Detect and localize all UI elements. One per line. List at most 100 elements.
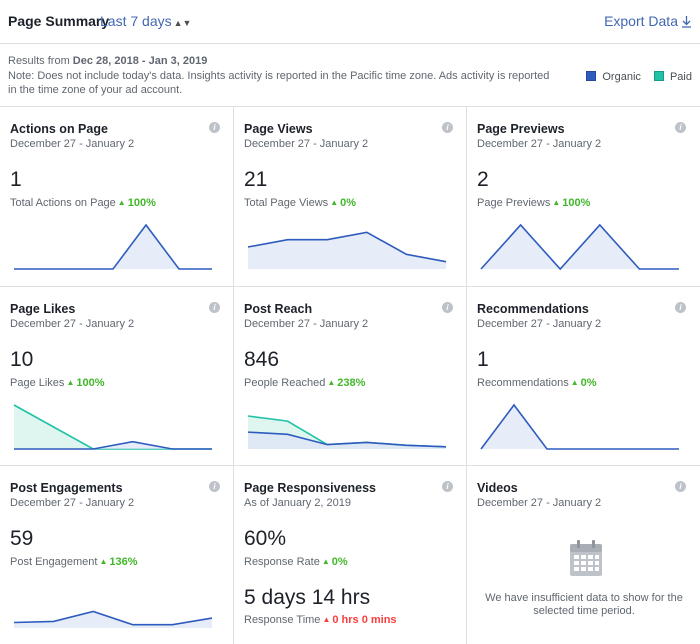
card-page-views[interactable]: Page Views December 27 - January 2 i 21 … bbox=[233, 107, 467, 286]
card-date: December 27 - January 2 bbox=[10, 138, 135, 150]
card-date: December 27 - January 2 bbox=[244, 318, 369, 330]
up-arrow-icon: ▲ bbox=[330, 198, 339, 207]
up-arrow-icon: ▲ bbox=[66, 378, 75, 387]
results-prefix: Results from bbox=[8, 55, 73, 67]
organic-series-area bbox=[14, 441, 212, 449]
info-icon[interactable]: i bbox=[209, 481, 220, 492]
metric-label: Total Page Views bbox=[244, 197, 329, 209]
info-icon[interactable]: i bbox=[442, 302, 453, 313]
sparkline-chart bbox=[247, 231, 447, 269]
change-value: 0% bbox=[331, 556, 348, 568]
info-icon[interactable]: i bbox=[442, 122, 453, 133]
date-range-select[interactable]: Last 7 days ▲▼ bbox=[100, 13, 191, 29]
card-date: December 27 - January 2 bbox=[10, 318, 135, 330]
change-value: 100% bbox=[76, 377, 105, 389]
metric-label: Page Previews bbox=[477, 197, 551, 209]
card-page-responsiveness[interactable]: Page Responsiveness As of January 2, 201… bbox=[233, 465, 467, 644]
sparkline-chart bbox=[14, 223, 212, 270]
card-date: December 27 - January 2 bbox=[477, 138, 602, 150]
info-icon[interactable]: i bbox=[209, 122, 220, 133]
info-area: Results from Dec 28, 2018 - Jan 3, 2019 … bbox=[0, 45, 700, 107]
card-title: Recommendations bbox=[477, 302, 589, 316]
organic-series-line bbox=[14, 223, 212, 270]
metric-value: 59 bbox=[10, 527, 34, 550]
card-page-likes[interactable]: Page Likes December 27 - January 2 i 10 … bbox=[0, 286, 234, 465]
metric-label-row: Total Page Views ▲ 0% bbox=[244, 197, 356, 209]
metric-label: Total Actions on Page bbox=[10, 197, 116, 209]
organic-series-area bbox=[248, 232, 446, 269]
change-badge: ▲ 238% bbox=[327, 377, 365, 389]
change-badge: ▲ 100% bbox=[66, 377, 104, 389]
export-data-button[interactable]: Export Data bbox=[604, 13, 692, 29]
card-date: December 27 - January 2 bbox=[244, 138, 369, 150]
legend-organic-label: Organic bbox=[602, 71, 641, 83]
date-range-label: Last 7 days bbox=[100, 13, 172, 29]
info-icon[interactable]: i bbox=[675, 122, 686, 133]
card-date: As of January 2, 2019 bbox=[244, 497, 352, 509]
card-actions-on-page[interactable]: Actions on Page December 27 - January 2 … bbox=[0, 107, 234, 286]
metric-value: 10 bbox=[10, 348, 34, 371]
up-arrow-icon: ▲ bbox=[552, 198, 561, 207]
card-videos[interactable]: Videos December 27 - January 2 i We have… bbox=[466, 465, 700, 644]
response-rate-row: Response Rate ▲ 0% bbox=[244, 556, 348, 568]
change-badge: ▲ 100% bbox=[118, 197, 156, 209]
up-arrow-icon: ▲ bbox=[327, 378, 336, 387]
metric-label: Post Engagement bbox=[10, 556, 98, 568]
organic-series-area bbox=[14, 225, 212, 269]
change-badge: ▲ 0% bbox=[330, 197, 356, 209]
info-icon[interactable]: i bbox=[442, 481, 453, 492]
response-rate-value: 60% bbox=[244, 527, 287, 550]
sparkline-chart bbox=[480, 403, 679, 450]
legend-paid-label: Paid bbox=[669, 71, 692, 83]
card-title: Videos bbox=[477, 481, 518, 495]
change-value: 0% bbox=[340, 197, 357, 209]
card-post-reach[interactable]: Post Reach December 27 - January 2 i 846… bbox=[233, 286, 467, 465]
card-title: Page Previews bbox=[477, 122, 565, 136]
metric-label: People Reached bbox=[244, 377, 326, 389]
up-arrow-icon: ▲ bbox=[321, 557, 330, 566]
change-badge: ▲ 0% bbox=[322, 556, 348, 568]
metric-label-row: Page Likes ▲ 100% bbox=[10, 377, 105, 389]
organic-series-line bbox=[247, 231, 447, 263]
metric-label-row: Recommendations ▲ 0% bbox=[477, 377, 597, 389]
results-range: Dec 28, 2018 - Jan 3, 2019 bbox=[72, 55, 208, 67]
card-page-previews[interactable]: Page Previews December 27 - January 2 i … bbox=[466, 107, 700, 286]
top-bar: Page Summary Last 7 days ▲▼ Export Data bbox=[0, 0, 700, 44]
metric-label: Response Time bbox=[244, 614, 321, 626]
up-arrow-icon: ▲ bbox=[322, 615, 331, 624]
change-value: 100% bbox=[127, 197, 156, 209]
change-value: 238% bbox=[337, 377, 366, 389]
change-badge: ▲ 0 hrs 0 mins bbox=[322, 614, 396, 626]
no-data-message: We have insufficient data to show for th… bbox=[485, 592, 683, 617]
paid-swatch bbox=[653, 71, 664, 81]
info-icon[interactable]: i bbox=[209, 302, 220, 313]
card-title: Actions on Page bbox=[10, 122, 108, 136]
change-value: 0 hrs 0 mins bbox=[332, 614, 397, 626]
sparkline-chart bbox=[13, 404, 212, 450]
card-recommendations[interactable]: Recommendations December 27 - January 2 … bbox=[466, 286, 700, 465]
metric-label-row: People Reached ▲ 238% bbox=[244, 377, 365, 389]
organic-swatch bbox=[586, 71, 597, 81]
card-title: Page Views bbox=[244, 122, 313, 136]
metric-label: Response Rate bbox=[244, 556, 320, 568]
info-icon[interactable]: i bbox=[675, 481, 686, 492]
card-title: Page Responsiveness bbox=[244, 481, 377, 495]
card-post-engagements[interactable]: Post Engagements December 27 - January 2… bbox=[0, 465, 234, 644]
chevron-updown-icon: ▲▼ bbox=[173, 18, 192, 28]
export-label: Export Data bbox=[604, 13, 678, 29]
response-time-value: 5 days 14 hrs bbox=[244, 586, 371, 609]
legend-paid: Paid bbox=[653, 71, 692, 83]
card-date: December 27 - January 2 bbox=[10, 497, 135, 509]
change-value: 0% bbox=[580, 377, 597, 389]
info-icon[interactable]: i bbox=[675, 302, 686, 313]
metric-value: 21 bbox=[244, 168, 268, 191]
timezone-note: Note: Does not include today's data. Ins… bbox=[8, 70, 550, 96]
card-date: December 27 - January 2 bbox=[477, 318, 602, 330]
organic-series-line bbox=[480, 223, 679, 271]
metric-label: Page Likes bbox=[10, 377, 65, 389]
metric-label-row: Total Actions on Page ▲ 100% bbox=[10, 197, 156, 209]
page-title: Page Summary bbox=[8, 13, 110, 29]
card-title: Post Reach bbox=[244, 302, 313, 316]
organic-series-area bbox=[481, 405, 679, 449]
card-title: Post Engagements bbox=[10, 481, 123, 495]
